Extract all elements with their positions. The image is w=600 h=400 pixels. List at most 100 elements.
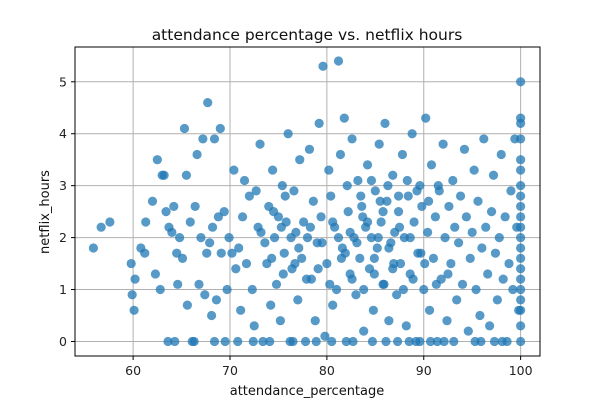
data-point [163, 336, 173, 347]
data-point [190, 201, 200, 212]
data-point [173, 279, 183, 289]
data-point [383, 181, 393, 191]
data-point [380, 118, 390, 128]
data-point [288, 336, 298, 347]
data-point [202, 248, 212, 258]
data-point [348, 336, 358, 347]
data-point [409, 217, 419, 227]
y-tick-label: 5 [59, 74, 67, 89]
data-point [220, 336, 230, 347]
data-point [333, 56, 344, 66]
data-point [352, 238, 362, 248]
data-point [516, 181, 526, 191]
data-point [141, 217, 151, 227]
x-axis-label: attendance_percentage [230, 384, 385, 399]
data-point [516, 336, 526, 347]
data-point [382, 196, 392, 206]
data-point [258, 336, 268, 347]
data-point [278, 269, 288, 279]
data-point [402, 175, 412, 186]
axis-ticks: 60 70 80 90 100 0 1 2 3 4 5 [59, 74, 533, 378]
data-point [424, 305, 435, 315]
data-point [194, 279, 204, 289]
data-point [355, 253, 365, 263]
data-point [516, 295, 526, 305]
data-point [316, 212, 326, 222]
data-point [388, 170, 398, 180]
data-point [428, 253, 439, 263]
grid-lines [75, 47, 540, 356]
data-point [305, 222, 316, 232]
data-point [431, 279, 441, 289]
data-point [440, 232, 450, 243]
data-points [88, 56, 526, 347]
data-point [398, 284, 409, 295]
data-point [432, 336, 442, 347]
data-point [467, 227, 477, 237]
data-point [248, 336, 258, 347]
data-point [516, 191, 526, 201]
data-point [376, 217, 386, 227]
data-point [203, 97, 213, 108]
data-point [420, 258, 430, 269]
data-point [358, 212, 368, 222]
data-point [433, 181, 443, 191]
data-point [275, 316, 285, 326]
data-point [198, 134, 208, 144]
data-point [516, 305, 526, 315]
data-point [322, 258, 332, 269]
data-point [130, 274, 140, 284]
data-point [378, 207, 388, 217]
data-point [393, 207, 404, 217]
data-point [175, 232, 185, 243]
data-point [494, 232, 504, 243]
data-point [234, 243, 244, 253]
data-point [473, 196, 483, 206]
data-point [393, 191, 404, 201]
data-point [336, 253, 347, 263]
data-point [421, 113, 431, 123]
data-point [506, 186, 516, 196]
data-point [289, 186, 299, 196]
data-point [266, 300, 276, 310]
data-point [459, 144, 470, 154]
data-point [463, 326, 473, 336]
data-point [367, 336, 378, 347]
data-point [516, 253, 526, 263]
data-point [320, 331, 330, 341]
data-point [488, 170, 499, 180]
data-point [177, 253, 188, 263]
y-tick-label: 2 [59, 230, 67, 245]
data-point [438, 139, 448, 149]
data-point [516, 243, 526, 253]
data-point [449, 336, 459, 347]
data-point [492, 295, 502, 305]
data-point [450, 222, 460, 232]
data-point [454, 238, 464, 248]
data-point [419, 284, 429, 295]
data-point [347, 134, 357, 144]
data-point [368, 305, 378, 315]
chart-title: attendance percentage vs. netflix hours [152, 26, 463, 44]
data-point [328, 300, 338, 310]
data-point [293, 295, 303, 305]
data-point [256, 227, 266, 237]
data-point [461, 212, 471, 222]
data-point [516, 222, 526, 232]
data-point [373, 232, 383, 243]
data-point [216, 248, 226, 258]
data-point [394, 222, 405, 232]
data-point [283, 129, 293, 139]
data-point [324, 165, 334, 175]
data-point [207, 222, 218, 232]
data-point [446, 258, 456, 269]
data-point [483, 269, 493, 279]
data-point [331, 284, 342, 295]
data-point [486, 207, 497, 217]
data-point [392, 290, 402, 300]
data-point [255, 139, 265, 149]
data-point [105, 217, 115, 227]
data-point [233, 336, 243, 347]
